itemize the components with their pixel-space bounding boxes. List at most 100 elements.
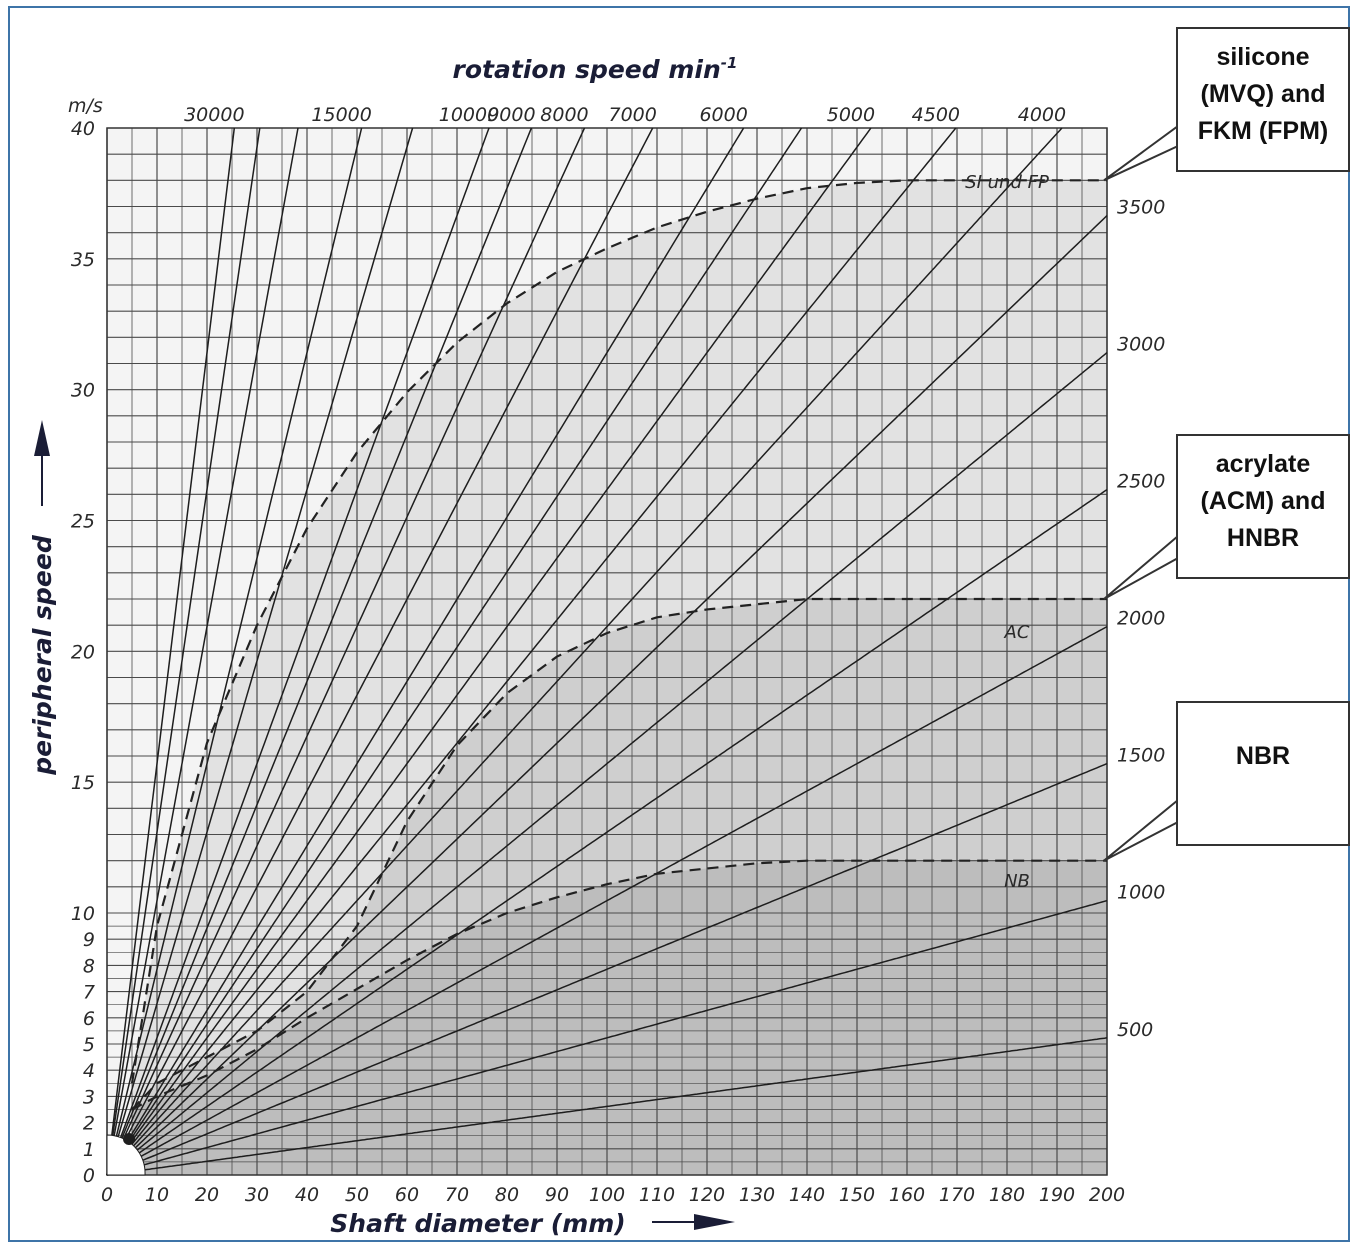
y-tick-label: 7 <box>83 982 95 1004</box>
rpm-label-top: 8000 <box>540 104 588 126</box>
limit-curve-3 <box>131 859 1107 1111</box>
x-tick-label: 50 <box>345 1184 369 1206</box>
rpm-label-top: 6000 <box>699 104 747 126</box>
callout-pointer-1 <box>1103 124 1179 182</box>
rpm-label-top: 10000 <box>439 104 499 126</box>
rpm-line-8000 <box>106 127 586 1176</box>
x-tick-label: 110 <box>639 1184 675 1206</box>
x-tick-label: 80 <box>495 1184 519 1206</box>
y-tick-label: 40 <box>71 118 95 140</box>
y-axis-unit: m/s <box>68 95 103 117</box>
rpm-line-3000 <box>106 352 1108 1176</box>
limit-curve-1 <box>130 179 1107 1084</box>
x-axis-title: Shaft diameter (mm) <box>330 1209 625 1238</box>
rpm-label-top: 5000 <box>827 104 875 126</box>
callout-acrylate: acrylate (ACM) and HNBR <box>1176 434 1350 579</box>
y-tick-label: 10 <box>71 903 95 925</box>
callout-pointer-3 <box>1103 797 1179 862</box>
rpm-label-right: 2500 <box>1117 471 1165 493</box>
rpm-line-6000 <box>106 127 745 1176</box>
x-tick-label: 130 <box>739 1184 775 1206</box>
x-tick-label: 60 <box>395 1184 419 1206</box>
rpm-line-2000 <box>106 625 1108 1176</box>
x-tick-label: 40 <box>295 1184 319 1206</box>
callout-silicone: silicone (MVQ) and FKM (FPM) <box>1176 27 1350 172</box>
rpm-label-right: 500 <box>1117 1019 1153 1041</box>
rpm-line-25000 <box>106 127 261 1176</box>
x-tick-label: 140 <box>789 1184 825 1206</box>
x-tick-label: 90 <box>545 1184 569 1206</box>
rpm-line-30000 <box>106 127 236 1176</box>
rpm-label-top: 4500 <box>912 104 960 126</box>
rpm-line-5000 <box>106 127 872 1176</box>
rpm-line-15000 <box>106 127 363 1176</box>
rpm-label-right: 2000 <box>1117 608 1165 630</box>
y-tick-label: 4 <box>83 1060 95 1082</box>
chart-frame <box>8 6 1350 1242</box>
rpm-line-5500 <box>106 127 803 1176</box>
zone-label: AC <box>1004 622 1030 643</box>
y-tick-label: 3 <box>83 1086 95 1108</box>
x-tick-label: 0 <box>101 1184 113 1206</box>
y-tick-label: 35 <box>71 249 95 271</box>
y-tick-label: 1 <box>83 1139 95 1161</box>
rpm-label-right: 1500 <box>1117 745 1165 767</box>
rpm-line-2500 <box>106 488 1108 1176</box>
rpm-line-1000 <box>106 899 1108 1176</box>
rpm-label-right: 3000 <box>1117 334 1165 356</box>
limit-curve-2 <box>131 597 1107 1111</box>
rpm-line-7000 <box>106 127 654 1176</box>
rpm-label-right: 1000 <box>1117 882 1165 904</box>
y-tick-label: 15 <box>71 772 95 794</box>
rpm-line-9000 <box>106 127 533 1176</box>
rpm-label-right: 3500 <box>1117 197 1165 219</box>
x-tick-label: 200 <box>1089 1184 1125 1206</box>
x-tick-label: 150 <box>839 1184 875 1206</box>
y-axis-arrow <box>34 420 50 506</box>
x-tick-label: 120 <box>689 1184 725 1206</box>
callout-nbr: NBR <box>1176 701 1350 846</box>
rotation-speed-title: rotation speed min-1 <box>453 54 738 84</box>
rpm-line-1500 <box>106 762 1108 1176</box>
plot-border <box>106 127 1108 1176</box>
rpm-label-top: 4000 <box>1018 104 1066 126</box>
rpm-label-top: 9000 <box>487 104 535 126</box>
y-tick-label: 2 <box>83 1113 95 1135</box>
x-tick-label: 170 <box>939 1184 975 1206</box>
rpm-line-3500 <box>106 215 1108 1176</box>
rpm-label-top: 15000 <box>311 104 371 126</box>
limit-curves <box>130 179 1107 1111</box>
rpm-label-top: 30000 <box>184 104 244 126</box>
x-tick-label: 10 <box>145 1184 169 1206</box>
callout-pointer-2 <box>1103 533 1179 600</box>
x-axis-arrow <box>652 1214 735 1230</box>
x-tick-label: 190 <box>1039 1184 1075 1206</box>
origin-dot <box>123 1133 135 1145</box>
x-tick-label: 160 <box>889 1184 925 1206</box>
rpm-lines <box>106 127 1108 1176</box>
x-tick-label: 70 <box>445 1184 469 1206</box>
rpm-line-4000 <box>106 127 1063 1176</box>
y-tick-label: 25 <box>71 510 95 532</box>
grid <box>106 127 1108 1176</box>
y-tick-label: 0 <box>83 1165 95 1187</box>
rpm-label-top: 7000 <box>608 104 656 126</box>
rpm-line-10000 <box>106 127 490 1176</box>
axis-ticks: 0 10 20 30 40 50 60 70 80 90 100 110 120 130 140 150 160… <box>71 118 1125 1206</box>
rpm-line-500 <box>106 1037 1108 1176</box>
y-tick-label: 6 <box>83 1008 95 1030</box>
x-tick-label: 100 <box>589 1184 625 1206</box>
y-tick-label: 20 <box>71 641 95 663</box>
rpm-line-20000 <box>106 127 299 1176</box>
zone-label: SI und FP <box>965 172 1049 193</box>
y-tick-label: 9 <box>83 929 95 951</box>
x-tick-label: 30 <box>245 1184 269 1206</box>
y-tick-label: 5 <box>83 1034 95 1056</box>
rpm-line-4500 <box>106 127 957 1176</box>
origin-cap <box>106 1134 146 1176</box>
x-tick-label: 180 <box>989 1184 1025 1206</box>
y-tick-label: 30 <box>71 380 95 402</box>
zone-label: NB <box>1004 871 1030 892</box>
